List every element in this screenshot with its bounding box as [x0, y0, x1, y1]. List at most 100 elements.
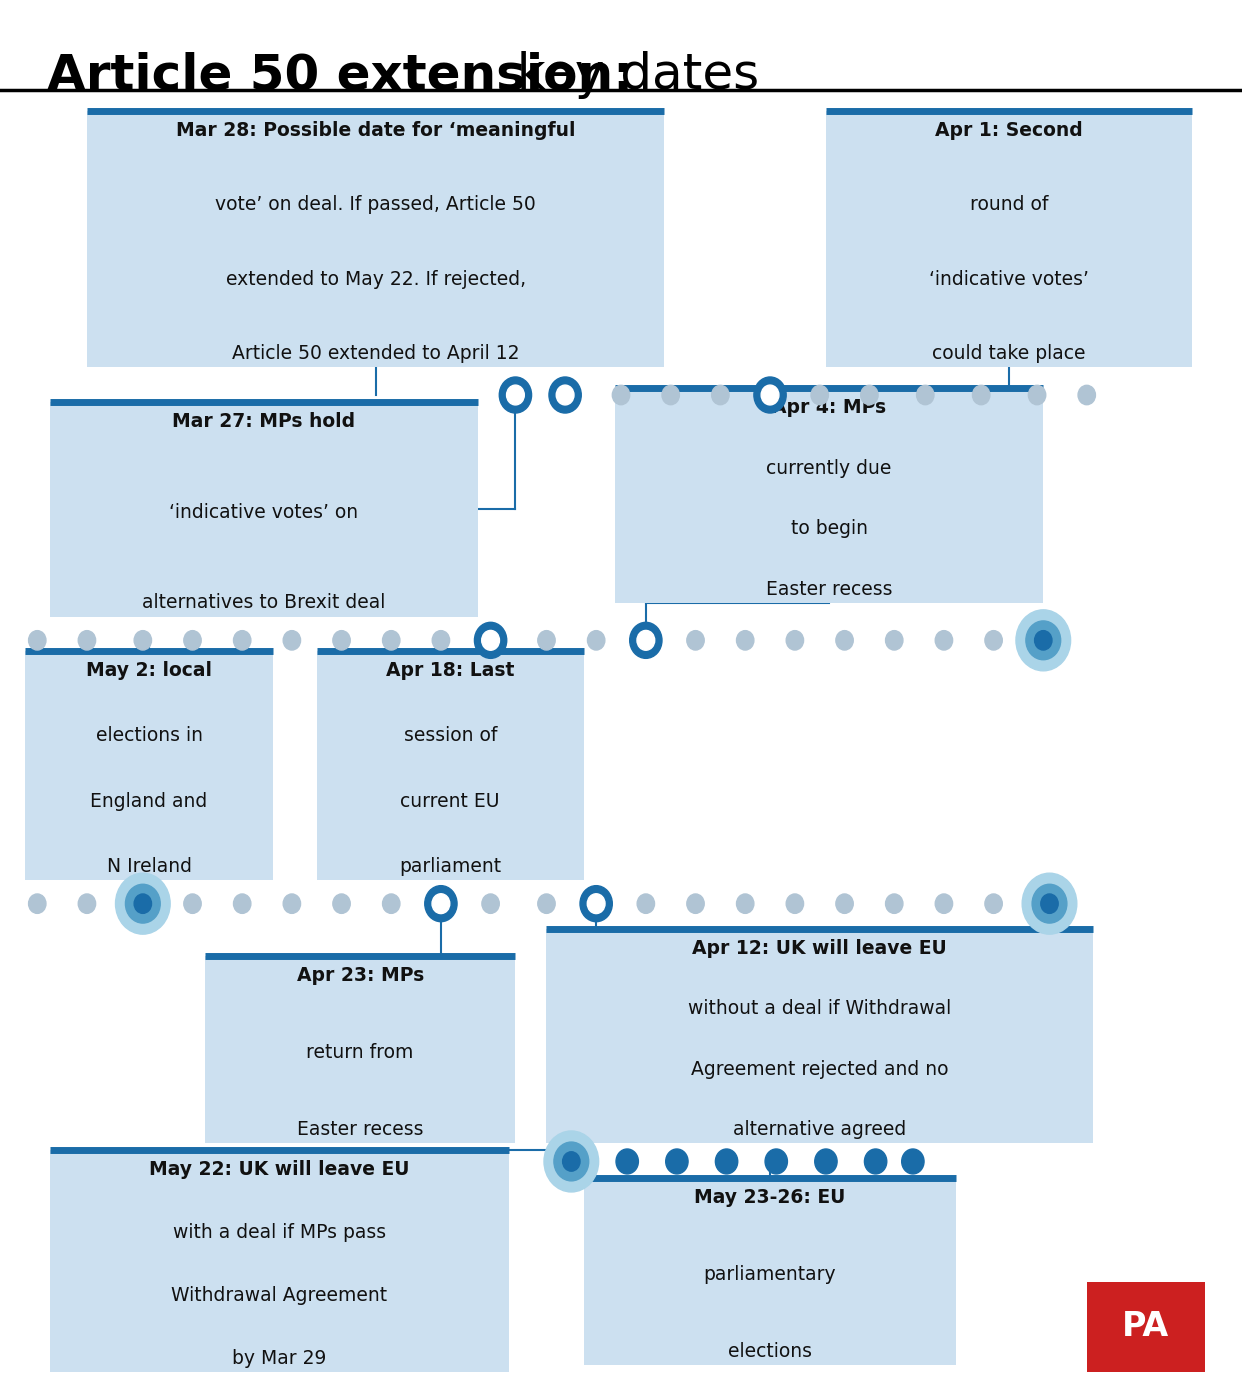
Circle shape: [815, 1149, 837, 1174]
Circle shape: [383, 631, 400, 650]
Text: elections: elections: [728, 1342, 812, 1361]
Circle shape: [765, 1149, 787, 1174]
Circle shape: [482, 631, 499, 650]
Text: current EU: current EU: [400, 791, 501, 811]
Circle shape: [233, 631, 251, 650]
Circle shape: [917, 385, 934, 405]
Circle shape: [333, 631, 350, 650]
Text: Apr 4: MPs: Apr 4: MPs: [773, 398, 886, 417]
Circle shape: [283, 894, 301, 913]
Circle shape: [1032, 884, 1067, 923]
Circle shape: [184, 894, 201, 913]
Text: parliamentary: parliamentary: [704, 1265, 836, 1283]
Circle shape: [587, 894, 605, 913]
Circle shape: [737, 631, 754, 650]
Text: session of: session of: [404, 726, 497, 746]
Circle shape: [233, 894, 251, 913]
Text: PA: PA: [1122, 1310, 1169, 1343]
Text: round of: round of: [970, 195, 1048, 215]
Circle shape: [580, 886, 612, 922]
Text: currently due: currently due: [766, 459, 892, 478]
Bar: [205, 956, 515, 1143]
Circle shape: [29, 894, 46, 913]
Circle shape: [687, 894, 704, 913]
Circle shape: [886, 631, 903, 650]
Circle shape: [886, 894, 903, 913]
Circle shape: [836, 631, 853, 650]
Circle shape: [556, 385, 574, 405]
Bar: [584, 1178, 956, 1365]
Text: vote’ on deal. If passed, Article 50: vote’ on deal. If passed, Article 50: [215, 195, 537, 215]
Circle shape: [544, 1131, 599, 1192]
Text: return from: return from: [307, 1044, 414, 1062]
Circle shape: [616, 1149, 638, 1174]
Text: alternatives to Brexit deal: alternatives to Brexit deal: [143, 593, 385, 613]
Circle shape: [666, 1149, 688, 1174]
Bar: [317, 651, 584, 880]
Text: Mar 28: Possible date for ‘meaningful: Mar 28: Possible date for ‘meaningful: [176, 121, 575, 140]
Circle shape: [935, 894, 953, 913]
Circle shape: [29, 631, 46, 650]
Text: May 23-26: EU: May 23-26: EU: [694, 1188, 846, 1207]
Circle shape: [612, 385, 630, 405]
Circle shape: [1035, 631, 1052, 650]
Circle shape: [283, 631, 301, 650]
Circle shape: [754, 377, 786, 413]
Text: ‘indicative votes’: ‘indicative votes’: [929, 269, 1089, 288]
Circle shape: [811, 385, 828, 405]
Text: Article 50 extended to April 12: Article 50 extended to April 12: [232, 344, 519, 363]
Text: Withdrawal Agreement: Withdrawal Agreement: [171, 1286, 388, 1306]
Circle shape: [761, 385, 779, 405]
Text: parliament: parliament: [399, 857, 502, 876]
Circle shape: [587, 631, 605, 650]
Circle shape: [1078, 385, 1095, 405]
Circle shape: [507, 385, 524, 405]
Circle shape: [662, 385, 679, 405]
Circle shape: [1041, 894, 1058, 913]
Circle shape: [125, 884, 160, 923]
Circle shape: [687, 631, 704, 650]
Text: England and: England and: [91, 791, 207, 811]
Circle shape: [712, 385, 729, 405]
Bar: [87, 111, 664, 367]
Circle shape: [786, 894, 804, 913]
Text: could take place: could take place: [933, 344, 1086, 363]
Circle shape: [985, 894, 1002, 913]
Circle shape: [1022, 873, 1077, 934]
Text: elections in: elections in: [96, 726, 202, 746]
Text: Apr 1: Second: Apr 1: Second: [935, 121, 1083, 140]
Text: Apr 18: Last: Apr 18: Last: [386, 661, 514, 681]
Text: Mar 27: MPs hold: Mar 27: MPs hold: [173, 412, 355, 431]
Circle shape: [861, 385, 878, 405]
Circle shape: [554, 1142, 589, 1181]
Circle shape: [432, 631, 450, 650]
Bar: [546, 929, 1093, 1143]
Text: to begin: to begin: [791, 518, 867, 538]
Text: alternative agreed: alternative agreed: [733, 1120, 907, 1139]
Circle shape: [637, 894, 655, 913]
Text: ‘indicative votes’ on: ‘indicative votes’ on: [169, 503, 359, 521]
Circle shape: [474, 622, 507, 658]
Circle shape: [538, 631, 555, 650]
Text: key dates: key dates: [501, 51, 759, 100]
Circle shape: [78, 631, 96, 650]
Text: with a deal if MPs pass: with a deal if MPs pass: [173, 1222, 386, 1242]
Circle shape: [499, 377, 532, 413]
Text: Easter recess: Easter recess: [766, 579, 892, 599]
Circle shape: [972, 385, 990, 405]
Text: May 2: local: May 2: local: [86, 661, 212, 681]
Circle shape: [1026, 621, 1061, 660]
Circle shape: [563, 1152, 580, 1171]
Circle shape: [737, 894, 754, 913]
Circle shape: [549, 377, 581, 413]
Circle shape: [864, 1149, 887, 1174]
Circle shape: [715, 1149, 738, 1174]
Circle shape: [482, 894, 499, 913]
Bar: [25, 651, 273, 880]
Text: by Mar 29: by Mar 29: [232, 1349, 327, 1368]
Circle shape: [902, 1149, 924, 1174]
Bar: [826, 111, 1192, 367]
Circle shape: [935, 631, 953, 650]
Circle shape: [786, 631, 804, 650]
Circle shape: [333, 894, 350, 913]
